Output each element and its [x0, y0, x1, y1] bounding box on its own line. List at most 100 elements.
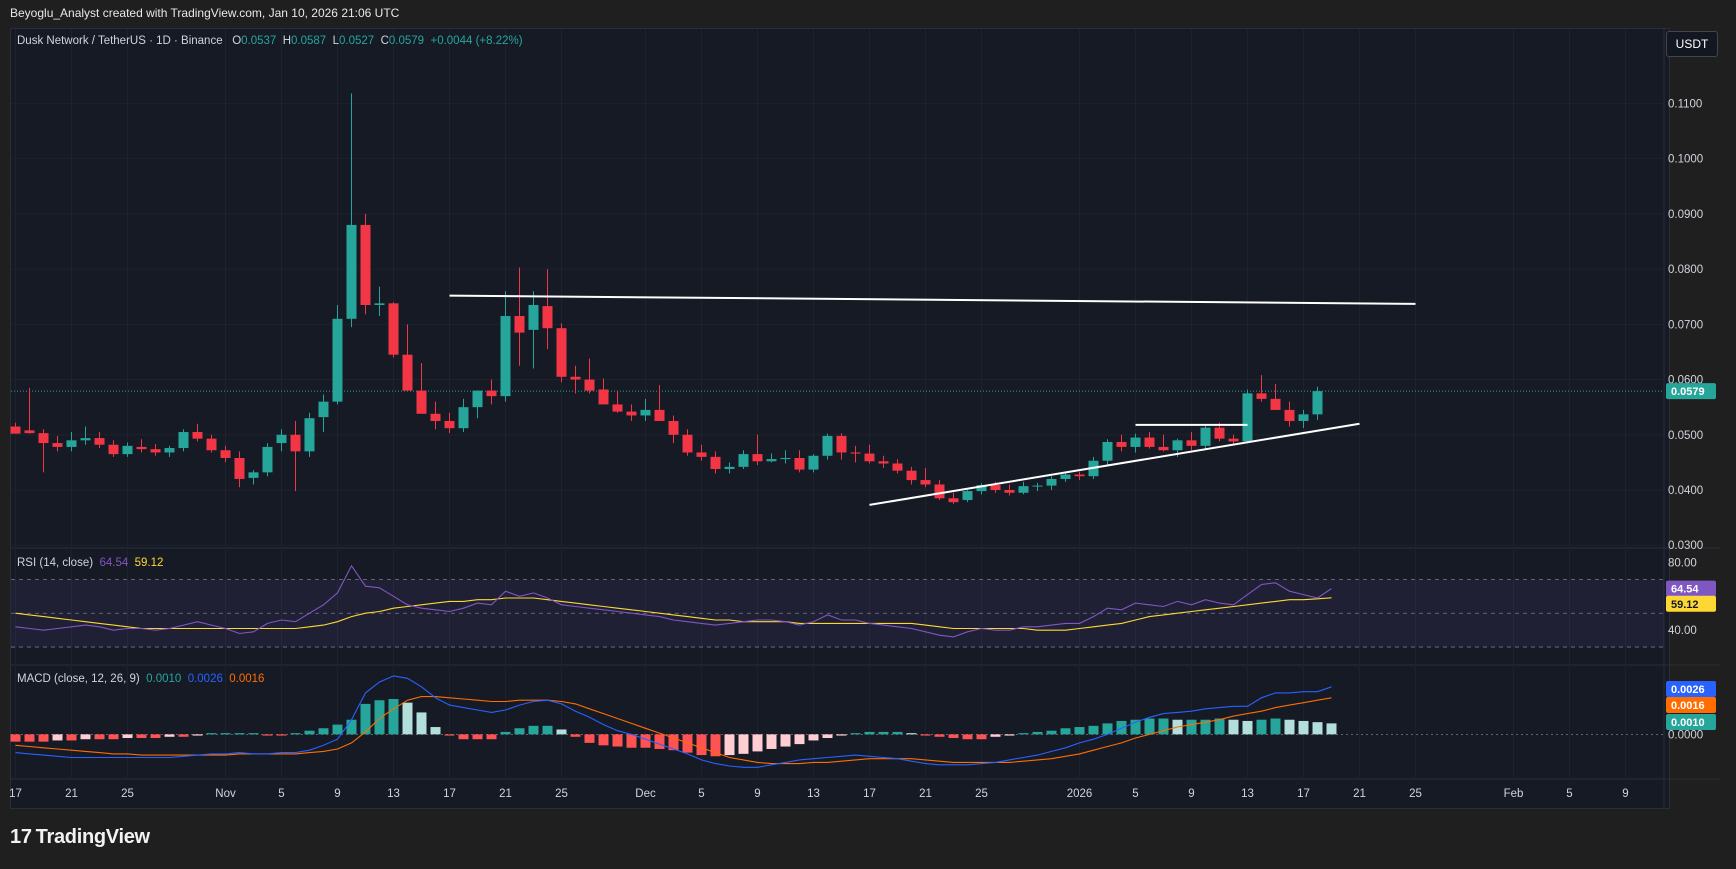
macd-histogram-bar: [164, 734, 175, 737]
candle-body: [346, 224, 357, 319]
candle-body: [1242, 393, 1253, 442]
candle-body: [444, 420, 455, 429]
symbol-name[interactable]: Dusk Network / TetherUS · 1D · Binance: [17, 35, 223, 47]
candle-body: [836, 435, 847, 453]
candle-body: [696, 452, 707, 457]
price-axis-tick-label: 0.0700: [1668, 319, 1703, 331]
candle-body: [318, 401, 329, 418]
candle-body: [80, 438, 91, 441]
macd-last-label-bg: [1666, 681, 1716, 697]
candle-body: [1102, 441, 1113, 461]
candle-body: [598, 389, 609, 405]
candle-body: [1144, 437, 1155, 447]
price-axis-tick-label: 0.0300: [1668, 540, 1703, 552]
currency-unit-button[interactable]: USDT: [1666, 31, 1718, 57]
macd-histogram-bar: [1242, 720, 1253, 735]
macd-histogram-bar: [234, 733, 245, 735]
candle-body: [976, 485, 987, 492]
macd-histogram-bar: [1018, 733, 1029, 735]
macd-histogram-bar: [962, 734, 973, 740]
macd-histogram-bar: [360, 703, 371, 735]
trendline[interactable]: [869, 422, 1360, 506]
price-legend: Dusk Network / TetherUS · 1D · Binance O…: [17, 35, 523, 47]
macd-histogram-bar: [1046, 730, 1057, 735]
candle-body: [10, 426, 21, 434]
macd-histogram-bar: [514, 728, 525, 735]
macd-histogram-bar: [66, 734, 77, 741]
candle-body: [962, 491, 973, 500]
x-axis-tick-label: 9: [1188, 788, 1194, 800]
rsi-ma-last-label: 59.12: [1671, 599, 1699, 611]
x-axis-tick-label: 5: [1132, 788, 1138, 800]
macd-histogram-bar: [444, 734, 455, 736]
x-axis-tick-label: 21: [919, 788, 932, 800]
macd-histogram-bar: [1284, 719, 1295, 735]
macd-histogram-bar: [864, 731, 875, 735]
candle-body: [262, 446, 273, 473]
candle-body: [654, 409, 665, 421]
price-axis-tick-label: 0.0400: [1668, 485, 1703, 497]
x-axis-tick-label: 5: [1566, 788, 1572, 800]
rsi-indicator-name[interactable]: RSI (14, close): [17, 557, 94, 569]
price-axis-tick-label: 0.1100: [1668, 98, 1702, 110]
macd-histogram-bar: [710, 734, 721, 757]
macd-histogram-bar: [920, 734, 931, 736]
macd-histogram-bar: [500, 731, 511, 735]
candle-body: [1032, 485, 1043, 487]
candle-body: [808, 455, 819, 470]
macd-histogram-bar: [388, 699, 399, 735]
candle-body: [66, 440, 77, 447]
candle-body: [1298, 414, 1309, 421]
candle-body: [1200, 427, 1211, 446]
close-label: C: [380, 35, 389, 47]
low-value: 0.0527: [339, 35, 375, 47]
macd-histogram-bar: [304, 730, 315, 735]
candle-body: [570, 376, 581, 380]
x-axis-tick-label: 5: [698, 788, 704, 800]
candle-body: [472, 390, 483, 408]
macd-histogram-bar: [1102, 723, 1113, 735]
macd-histogram-bar: [1186, 719, 1197, 735]
macd-histogram-bar: [1004, 734, 1015, 736]
candle-body: [948, 498, 959, 503]
macd-histogram-bar: [528, 725, 539, 735]
macd-histogram-bar: [346, 719, 357, 735]
macd-histogram-bar: [878, 731, 889, 735]
macd-histogram-bar: [738, 734, 749, 754]
macd-histogram-bar: [458, 734, 469, 740]
tradingview-logo[interactable]: 17 TradingView: [10, 826, 150, 849]
macd-axis-tick-label: 0.0000: [1668, 729, 1703, 741]
candle-body: [388, 303, 399, 355]
candle-body: [500, 316, 511, 397]
macd-histogram-bar: [724, 734, 735, 756]
candle-body: [192, 432, 203, 439]
candle-body: [528, 305, 539, 330]
macd-histogram-bar: [990, 734, 1001, 737]
trendline[interactable]: [449, 294, 1416, 305]
candle-body: [332, 318, 343, 402]
candle-body: [1228, 438, 1239, 442]
candle-body: [766, 459, 777, 462]
candle-body: [1256, 393, 1267, 399]
x-axis-tick-label: 25: [1409, 788, 1422, 800]
macd-indicator-name[interactable]: MACD (close, 12, 26, 9): [17, 673, 140, 685]
candle-body: [556, 328, 567, 377]
macd-histogram-bar: [318, 728, 329, 735]
x-axis-tick-label: 25: [975, 788, 988, 800]
candle-body: [822, 435, 833, 456]
x-axis-tick-label: 9: [754, 788, 760, 800]
rsi-legend: RSI (14, close) 64.54 59.12: [17, 557, 163, 569]
macd-histogram-bar: [640, 734, 651, 748]
x-axis-tick-label: 17: [443, 788, 456, 800]
macd-signal-line: [15, 696, 1332, 765]
candle-body: [94, 438, 105, 445]
candle-body: [458, 407, 469, 429]
macd-histogram-bar: [1158, 718, 1169, 735]
macd-histogram-bar: [668, 734, 679, 751]
macd-histogram-bar: [808, 734, 819, 741]
candle-body: [1270, 398, 1281, 410]
candle-body: [486, 390, 497, 397]
candle-body: [640, 409, 651, 416]
x-axis-tick-label: 21: [1353, 788, 1366, 800]
